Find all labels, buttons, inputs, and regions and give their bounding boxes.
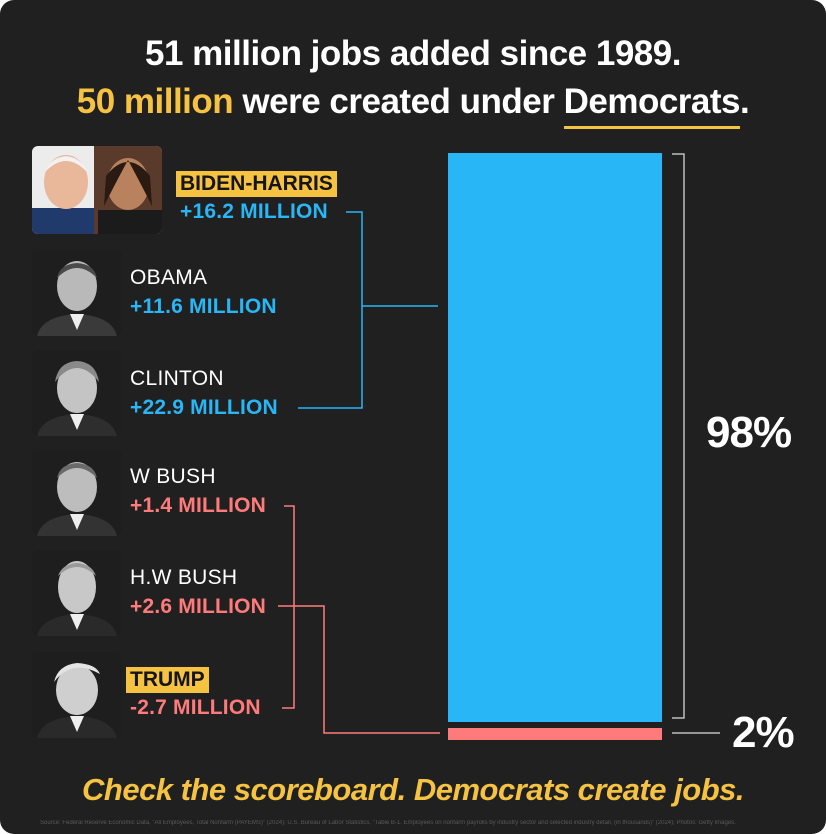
value-w-bush: +1.4 MILLION: [130, 494, 267, 517]
republican-connector: [278, 505, 440, 734]
name-obama: OBAMA: [130, 266, 208, 289]
label-98-percent: 98%: [706, 408, 792, 457]
headline-democrats: Democrats: [563, 82, 741, 129]
value-obama: +11.6 MILLION: [130, 295, 277, 318]
bar-republicans: [448, 728, 662, 740]
bar-democrats: [448, 153, 662, 722]
label-2-percent: 2%: [732, 708, 795, 757]
democrat-connector: [298, 211, 438, 409]
name-w-bush: W BUSH: [130, 465, 216, 488]
value-trump: -2.7 MILLION: [130, 696, 261, 719]
tagline: Check the scoreboard. Democrats create j…: [82, 772, 744, 807]
w-bush-photo: [32, 450, 122, 536]
trump-photo: [32, 652, 122, 738]
name-hw-bush: H.W BUSH: [130, 566, 238, 589]
headline-line-2: 50 million were created under Democrats.: [0, 82, 826, 129]
name-trump: TRUMP: [126, 667, 209, 693]
value-biden-harris: +16.2 MILLION: [180, 200, 328, 223]
value-hw-bush: +2.6 MILLION: [130, 595, 267, 618]
headline-highlight: 50 million: [76, 82, 234, 121]
name-clinton: CLINTON: [130, 367, 224, 390]
source-note: Source: Federal Reserve Economic Data, "…: [40, 820, 736, 826]
headline-period: .: [740, 82, 750, 121]
value-clinton: +22.9 MILLION: [130, 396, 278, 419]
percent-bracket: [672, 153, 720, 734]
headline-line-1: 51 million jobs added since 1989.: [145, 34, 681, 73]
obama-photo: [32, 250, 122, 336]
name-biden-harris: BIDEN-HARRIS: [176, 171, 337, 197]
clinton-photo: [32, 350, 122, 436]
biden-harris-photo: [32, 146, 162, 234]
headline-mid: were created under: [233, 82, 564, 121]
hw-bush-photo: [32, 550, 122, 636]
